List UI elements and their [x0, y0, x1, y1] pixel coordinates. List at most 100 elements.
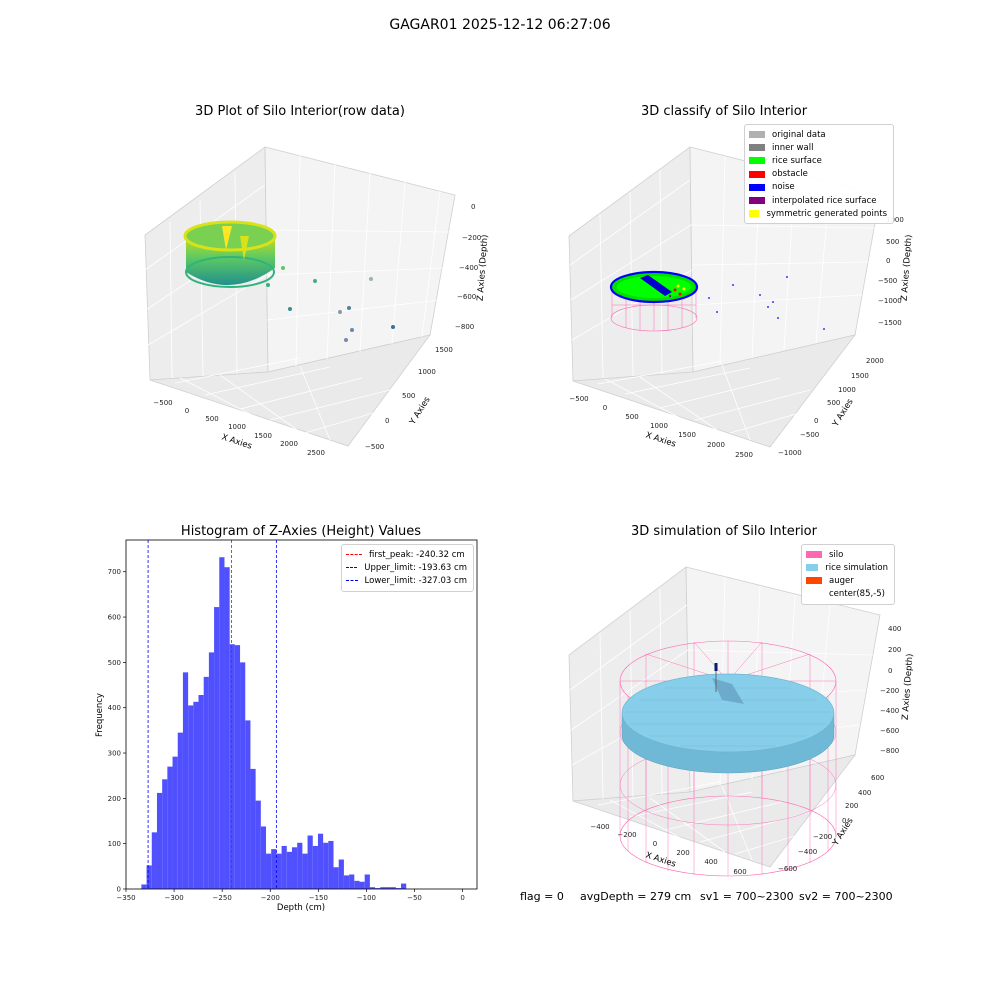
- histogram-bar: [343, 875, 350, 889]
- panel4-title: 3D simulation of Silo Interior: [631, 524, 817, 539]
- legend-item: rice simulation: [806, 561, 888, 574]
- histogram-x-ticks: −350 −300 −250 −200 −150 −100 −50 0: [116, 889, 465, 902]
- histogram-bar: [286, 851, 292, 889]
- panel4-zlabel: Z Axies (Depth): [901, 653, 916, 720]
- panel2-ytick: 2000: [866, 357, 884, 365]
- panel2-xtick: −500: [569, 395, 588, 403]
- histogram-bar: [380, 887, 386, 889]
- histogram-bar: [240, 662, 246, 889]
- panel1-zlabel: Z Axies (Depth): [476, 234, 491, 301]
- legend-item: original data: [749, 128, 887, 141]
- legend-label: obstacle: [772, 169, 808, 180]
- histogram-bar: [328, 840, 334, 889]
- panel2-ztick: −1000: [878, 297, 902, 305]
- panel1-xtick: −500: [153, 399, 172, 407]
- histogram-bar: [245, 720, 251, 889]
- histogram-x-tick-label: −350: [116, 894, 135, 902]
- panel4-ytick: 200: [845, 802, 858, 810]
- legend-label: silo: [829, 549, 844, 560]
- panel2-zlabel: Z Axies (Depth): [900, 234, 915, 301]
- histogram-bar: [369, 887, 376, 889]
- histogram-bar: [198, 695, 204, 889]
- histogram-bar: [323, 842, 329, 889]
- histogram-x-tick-label: −250: [213, 894, 232, 902]
- legend-swatch: [806, 564, 819, 572]
- panel2-ytick: −500: [800, 431, 819, 439]
- histogram-ylabel: Frequency: [95, 693, 105, 737]
- panel2-ztick: 0: [886, 257, 890, 265]
- legend-item: Lower_limit: -327.03 cm: [346, 574, 467, 587]
- histogram-frame: [125, 539, 478, 890]
- histogram-y-tick-label: 500: [108, 659, 121, 667]
- panel2-ytick: 1500: [851, 372, 869, 380]
- histogram-x-tick-label: 0: [460, 894, 464, 902]
- legend-item: auger: [806, 574, 888, 587]
- histogram-bar: [224, 567, 230, 889]
- histogram-bar: [260, 826, 267, 889]
- panel2-ytick: −1000: [778, 449, 802, 457]
- legend-swatch: [749, 157, 765, 165]
- histogram-bar: [364, 874, 370, 889]
- histogram-y-ticks: 0 100 200 300 400 500 600 700: [108, 568, 126, 894]
- footer-avg-depth: avgDepth = 279 cm: [580, 890, 692, 903]
- histogram-reference-lines: [147, 540, 277, 889]
- legend-item: rice surface: [749, 154, 887, 167]
- histogram-bar: [151, 832, 157, 889]
- legend-swatch: [749, 131, 765, 139]
- panel4-ztick: −200: [880, 687, 899, 695]
- panel4-ztick: −600: [880, 727, 899, 735]
- panel2-xtick: 2000: [707, 441, 725, 449]
- panel2-legend: original data inner wall rice surface ob…: [744, 124, 894, 225]
- panel1-ytick: 1000: [418, 368, 436, 376]
- histogram-bar: [214, 607, 220, 889]
- histogram-bar: [177, 732, 183, 889]
- histogram-bar: [234, 645, 241, 889]
- legend-item: inner wall: [749, 141, 887, 154]
- histogram-bar: [141, 884, 147, 889]
- histogram-bar: [266, 853, 272, 889]
- panel4-ytick: 600: [871, 774, 884, 782]
- histogram-bar: [255, 800, 261, 889]
- histogram-y-tick-label: 400: [108, 704, 121, 712]
- panel1-xtick: 500: [205, 415, 218, 423]
- histogram-bar: [302, 853, 308, 889]
- panel1-xtick: 1000: [228, 423, 246, 431]
- panel1-title: 3D Plot of Silo Interior(row data): [195, 104, 405, 119]
- legend-label: first_peak: -240.32 cm: [369, 549, 465, 560]
- panel1-ytick: 0: [385, 417, 389, 425]
- panel4-xtick: −200: [617, 831, 636, 839]
- panel1-ztick: −800: [455, 323, 474, 331]
- panel4-xlabel: X Axies: [644, 850, 677, 869]
- legend-line-swatch: [346, 567, 358, 569]
- panel4-ztick: 0: [888, 667, 892, 675]
- legend-line-swatch: [346, 580, 358, 582]
- panel4-ytick: 400: [858, 789, 871, 797]
- legend-swatch: [749, 197, 765, 205]
- histogram-bar: [359, 881, 365, 889]
- footer-sv2: sv2 = 700~2300: [799, 890, 893, 903]
- legend-label: interpolated rice surface: [772, 195, 877, 206]
- panel3-title: Histogram of Z-Axies (Height) Values: [180, 524, 422, 539]
- histogram-y-tick-label: 200: [108, 795, 121, 803]
- panel2-ytick: 1000: [838, 386, 856, 394]
- panel4-xtick: 200: [676, 849, 689, 857]
- histogram-bar: [333, 867, 339, 889]
- histogram-bar: [276, 853, 282, 889]
- histogram-bar: [219, 557, 225, 889]
- legend-item: interpolated rice surface: [749, 194, 887, 207]
- histogram-bar: [317, 833, 324, 889]
- panel2-title: 3D classify of Silo Interior: [640, 104, 808, 119]
- histogram-y-tick-label: 600: [108, 614, 121, 622]
- panel2-xtick: 1500: [678, 431, 696, 439]
- histogram-bar: [395, 888, 402, 889]
- legend-line-swatch: [346, 554, 362, 556]
- histogram-bar: [401, 883, 407, 889]
- panel1-ytick: −500: [365, 443, 384, 451]
- panel2-ztick: 500: [886, 238, 899, 246]
- histogram-bar: [312, 845, 318, 889]
- panel1-ytick: 1500: [435, 346, 453, 354]
- panel1-ztick: −600: [457, 293, 476, 301]
- panel2-xtick: 2500: [735, 451, 753, 459]
- panel4-ztick: −800: [880, 747, 899, 755]
